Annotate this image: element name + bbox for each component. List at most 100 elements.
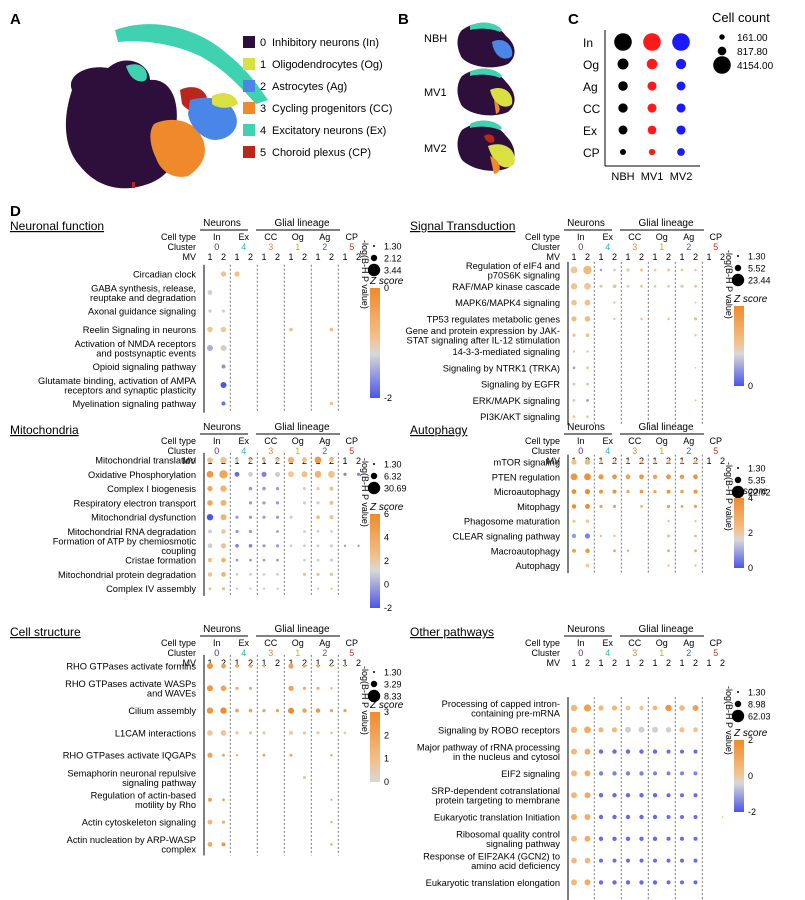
row-label-neuronal-6: Glutamate binding, activation of AMPA bbox=[38, 376, 197, 386]
dot-signal-3-0 bbox=[571, 316, 577, 322]
cellcount-dot-ex-nbh bbox=[618, 125, 628, 135]
dot-mito-2-8 bbox=[316, 487, 320, 491]
row-label-cell-4: RHO GTPases activate IQGAPs bbox=[63, 751, 197, 761]
header-celltype-autophagy-0: In bbox=[577, 436, 585, 446]
dot-autophagy-1-8 bbox=[679, 474, 685, 479]
header-celltype-label-mito: Cell type bbox=[161, 436, 196, 446]
header-cluster-mito-1: 4 bbox=[241, 446, 246, 456]
header-mv2-autophagy-5: 2 bbox=[720, 456, 725, 466]
dot-other-3-9 bbox=[693, 771, 698, 776]
header-celltype-signal-5: CP bbox=[709, 232, 722, 242]
dot-mito-7-1 bbox=[221, 557, 226, 563]
dot-autophagy-3-7 bbox=[666, 504, 671, 508]
umap-plot bbox=[65, 24, 268, 189]
size-key-label-other-0: 1.30 bbox=[748, 688, 766, 698]
dot-signal-2-1 bbox=[584, 299, 591, 306]
dot-signal-2-0 bbox=[571, 299, 577, 306]
dot-other-8-3 bbox=[612, 880, 617, 885]
dot-cell-3-2 bbox=[235, 731, 239, 735]
header-celltype-mito-5: CP bbox=[345, 436, 358, 446]
dot-other-8-9 bbox=[693, 880, 698, 885]
dot-mito-7-4 bbox=[262, 558, 266, 562]
cellcount-dot-cp-nbh bbox=[619, 148, 627, 156]
zscore-tick-mito-4: -2 bbox=[384, 603, 392, 613]
dot-mito-0-8 bbox=[314, 456, 322, 464]
dot-mito-6-0 bbox=[207, 543, 213, 549]
subpanel-title-mito: Mitochondria bbox=[10, 423, 79, 437]
zscore-tick-autophagy-0: 4 bbox=[748, 493, 753, 503]
umap-cluster-astrocytes bbox=[188, 97, 237, 140]
dot-mito-0-4 bbox=[262, 458, 266, 462]
dot-mito-4-4 bbox=[262, 515, 266, 519]
dot-mito-7-5 bbox=[276, 558, 279, 562]
dot-other-7-5 bbox=[639, 858, 644, 863]
cellcount-row-in: In bbox=[583, 36, 593, 50]
dot-signal-0-0 bbox=[570, 266, 578, 274]
header-cluster-neuronal-2: 3 bbox=[268, 242, 273, 252]
header-mv1-autophagy-5: 1 bbox=[706, 456, 711, 466]
cellcount-col-mv2: MV2 bbox=[670, 171, 693, 183]
dot-cell-0-9 bbox=[330, 664, 333, 668]
size-key-label-mito-1: 6.32 bbox=[384, 472, 402, 482]
header-mv2-signal-3: 2 bbox=[666, 252, 671, 262]
header-cluster-label-autophagy: Cluster bbox=[531, 446, 560, 456]
dot-mito-2-0 bbox=[207, 486, 213, 492]
dot-other-0-3 bbox=[611, 705, 618, 711]
dot-cell-3-7 bbox=[302, 731, 307, 735]
zscore-label-neuronal: Z score bbox=[369, 276, 404, 287]
size-key-label-cell-0: 1.30 bbox=[384, 668, 402, 678]
header-cluster-neuronal-1: 4 bbox=[241, 242, 246, 252]
dot-other-8-4 bbox=[625, 880, 631, 885]
header-cluster-label-mito: Cluster bbox=[167, 446, 196, 456]
zscore-tick-other-2: -2 bbox=[748, 807, 756, 817]
row-label-other-3: EIF2 signaling bbox=[501, 769, 560, 779]
size-key-label-other-2: 62.03 bbox=[748, 712, 771, 722]
umap-nbh-thumb-astro bbox=[492, 39, 513, 59]
row-label-mito-4: Mitochondrial dysfunction bbox=[91, 513, 196, 523]
dot-other-1-1 bbox=[584, 726, 591, 734]
row-label-signal-8: ERK/MAPK signaling bbox=[473, 396, 560, 406]
dot-signal-0-5 bbox=[639, 268, 644, 272]
header-mv1-signal-5: 1 bbox=[706, 252, 711, 262]
pvalue-axis-label-neuronal: -log(B-H P value) bbox=[360, 240, 370, 309]
dot-autophagy-1-2 bbox=[598, 474, 604, 480]
size-key-dot-cell-0 bbox=[373, 671, 375, 673]
header-mv1-other-3: 1 bbox=[652, 658, 657, 668]
zscore-label-autophagy: Z score bbox=[733, 486, 768, 497]
header-cluster-mito-4: 2 bbox=[322, 446, 327, 456]
umap-mv2-thumb-cc bbox=[490, 156, 500, 174]
dot-cell-2-3 bbox=[248, 708, 253, 713]
cellcount-dot-in-nbh bbox=[614, 33, 632, 51]
legend-label-4: Excitatory neurons (Ex) bbox=[272, 125, 386, 137]
cellcount-row-cc: CC bbox=[583, 102, 601, 116]
umap-mv1-thumb-cc bbox=[494, 100, 500, 114]
dot-mito-8-7 bbox=[302, 572, 307, 577]
row-label-signal-6: Signaling by NTRK1 (TRKA) bbox=[443, 363, 560, 373]
row-label-other-6: Ribosomal quality control bbox=[456, 830, 560, 840]
header-mv1-signal-1: 1 bbox=[598, 252, 603, 262]
dot-signal-0-2 bbox=[599, 268, 603, 272]
dot-autophagy-3-2 bbox=[599, 504, 603, 508]
dot-signal-4-0 bbox=[572, 333, 576, 337]
dot-other-1-2 bbox=[598, 727, 604, 733]
header-cluster-other-0: 0 bbox=[578, 648, 583, 658]
dot-cell-3-3 bbox=[248, 731, 253, 735]
dot-signal-0-9 bbox=[694, 268, 697, 272]
dot-other-6-2 bbox=[598, 836, 604, 841]
dot-cell-2-9 bbox=[329, 709, 334, 713]
dot-autophagy-0-7 bbox=[666, 460, 671, 464]
header-celltype-signal-1: Ex bbox=[602, 232, 613, 242]
header-mv-label-neuronal: MV bbox=[183, 252, 197, 262]
header-cluster-cell-3: 1 bbox=[295, 648, 300, 658]
cellcount-row-og: Og bbox=[583, 58, 599, 72]
cellcount-size-label-1: 817.80 bbox=[737, 47, 768, 58]
cellcount-dot-ag-nbh bbox=[618, 81, 628, 91]
row-label-autophagy-0: mTOR signaling bbox=[494, 458, 560, 468]
dot-signal-5-1 bbox=[586, 350, 589, 353]
dot-other-6-4 bbox=[625, 836, 631, 841]
dot-other-7-0 bbox=[571, 857, 577, 864]
pvalue-axis-label-mito: -log(B-H P value) bbox=[360, 458, 370, 527]
zscore-tick-neuronal-1: -2 bbox=[384, 393, 392, 403]
size-key-dot-other-2 bbox=[731, 709, 745, 723]
header-celltype-mito-1: Ex bbox=[238, 436, 249, 446]
